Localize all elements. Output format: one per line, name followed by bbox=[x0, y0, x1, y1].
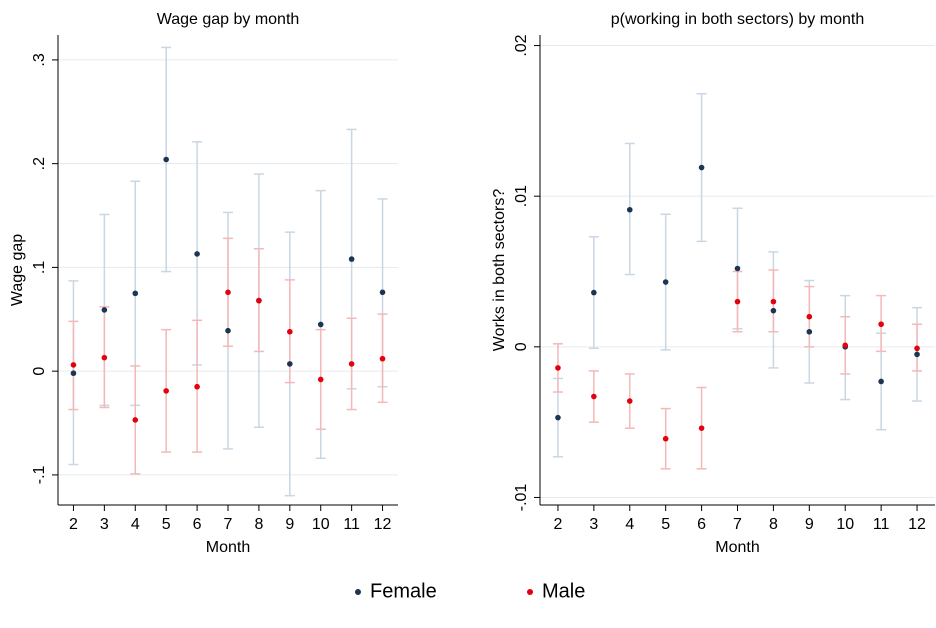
legend-label: Female bbox=[370, 580, 437, 602]
x-tick-label: 8 bbox=[254, 516, 263, 533]
point bbox=[555, 414, 561, 421]
x-tick-label: 11 bbox=[343, 516, 360, 533]
x-tick-label: 5 bbox=[162, 516, 171, 533]
y-tick-label: .02 bbox=[513, 34, 530, 56]
point bbox=[348, 256, 355, 262]
point bbox=[132, 290, 139, 297]
point bbox=[626, 206, 633, 213]
y-tick-label: .01 bbox=[513, 185, 530, 207]
point bbox=[70, 362, 77, 368]
x-tick-label: 4 bbox=[131, 516, 140, 533]
x-tick-label: 8 bbox=[769, 516, 778, 533]
point bbox=[770, 298, 777, 305]
point bbox=[194, 383, 200, 390]
legend-label: Male bbox=[542, 580, 585, 602]
x-tick-label: 10 bbox=[312, 516, 330, 533]
point bbox=[662, 279, 669, 285]
x-tick-label: 10 bbox=[836, 516, 854, 533]
point bbox=[914, 345, 920, 352]
point bbox=[878, 321, 884, 328]
point bbox=[163, 156, 169, 163]
point bbox=[770, 307, 777, 314]
y-tick-label: .2 bbox=[31, 157, 48, 170]
point bbox=[317, 376, 324, 383]
chart-title: Wage gap by month bbox=[157, 11, 300, 28]
point bbox=[70, 370, 77, 377]
point bbox=[555, 365, 561, 371]
x-tick-label: 9 bbox=[805, 516, 814, 533]
point bbox=[662, 435, 669, 442]
y-tick-label: .1 bbox=[31, 261, 48, 274]
point bbox=[101, 307, 108, 313]
x-tick-label: 12 bbox=[374, 516, 392, 533]
point bbox=[806, 313, 813, 320]
legend-marker bbox=[527, 589, 533, 595]
point bbox=[225, 289, 231, 296]
y-tick-label: 0 bbox=[31, 367, 48, 376]
point bbox=[256, 297, 262, 304]
x-tick-label: 9 bbox=[285, 516, 294, 533]
point bbox=[317, 321, 324, 328]
point bbox=[914, 351, 920, 358]
point bbox=[734, 298, 741, 305]
point bbox=[287, 328, 293, 335]
point bbox=[194, 251, 200, 257]
point bbox=[225, 327, 231, 334]
y-tick-label: 0 bbox=[513, 342, 530, 351]
x-tick-label: 6 bbox=[697, 516, 706, 533]
x-tick-label: 4 bbox=[625, 516, 634, 533]
legend-marker bbox=[355, 589, 361, 595]
x-tick-label: 7 bbox=[733, 516, 742, 533]
x-tick-label: 12 bbox=[908, 516, 926, 533]
x-tick-label: 3 bbox=[589, 516, 598, 533]
x-tick-label: 7 bbox=[224, 516, 233, 533]
x-axis-title: Month bbox=[206, 539, 250, 556]
point bbox=[626, 398, 633, 404]
point bbox=[287, 361, 293, 367]
point bbox=[379, 289, 386, 296]
x-tick-label: 11 bbox=[873, 516, 890, 533]
y-tick-label: .3 bbox=[31, 53, 48, 66]
point bbox=[698, 425, 705, 431]
point bbox=[132, 417, 139, 423]
point bbox=[734, 265, 741, 272]
x-tick-label: 6 bbox=[193, 516, 202, 533]
point bbox=[101, 354, 108, 361]
y-tick-label: -.1 bbox=[31, 465, 48, 484]
x-tick-label: 2 bbox=[554, 516, 563, 533]
point bbox=[698, 164, 705, 171]
y-tick-label: -.01 bbox=[513, 484, 530, 512]
point bbox=[806, 328, 813, 335]
point bbox=[379, 355, 386, 362]
point bbox=[591, 393, 597, 400]
chart-title: p(working in both sectors) by month bbox=[611, 11, 864, 28]
point bbox=[348, 361, 355, 367]
x-tick-label: 5 bbox=[661, 516, 670, 533]
y-axis-title: Wage gap bbox=[9, 234, 26, 306]
x-tick-label: 3 bbox=[100, 516, 109, 533]
point bbox=[591, 289, 597, 296]
x-axis-title: Month bbox=[715, 539, 759, 556]
point bbox=[842, 342, 849, 349]
x-tick-label: 2 bbox=[69, 516, 78, 533]
point bbox=[163, 388, 169, 394]
y-axis-title: Works in both sectors? bbox=[491, 189, 508, 352]
point bbox=[878, 378, 884, 385]
